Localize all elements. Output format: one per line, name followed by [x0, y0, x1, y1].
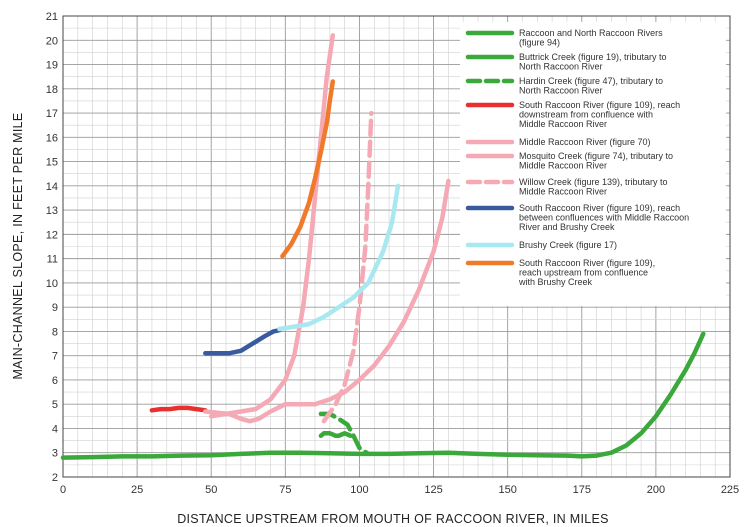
series-line-1 — [60, 331, 706, 460]
x-tick-label: 50 — [205, 484, 217, 496]
y-tick-label: 3 — [52, 448, 58, 460]
series-line-7 — [321, 110, 374, 424]
series-line-8 — [203, 327, 282, 356]
series-lines — [60, 33, 706, 460]
legend-item-3: Hardin Creek (figure 47), tributary to No… — [465, 76, 663, 96]
y-tick-label: 20 — [46, 35, 58, 47]
series-line-6 — [208, 33, 336, 419]
legend-box — [460, 22, 726, 306]
x-tick-label: 150 — [498, 484, 516, 496]
y-tick-label: 15 — [46, 157, 58, 169]
legend-item-10: South Raccoon River (figure 109), reach u… — [465, 258, 655, 287]
legend-item-2: Buttrick Creek (figure 19), tributary to… — [465, 52, 667, 72]
x-tick-label: 100 — [350, 484, 368, 496]
y-tick-label: 9 — [52, 302, 58, 314]
y-tick-label: 4 — [52, 423, 58, 435]
legend-label: Middle Raccoon River (figure 70) — [519, 137, 651, 147]
x-tick-label: 225 — [721, 484, 739, 496]
series-line-5 — [203, 178, 451, 424]
y-tick-label: 12 — [46, 229, 58, 241]
x-axis-title: DISTANCE UPSTREAM FROM MOUTH OF RACCOON … — [177, 512, 609, 526]
legend-label: Brushy Creek (figure 17) — [519, 240, 617, 250]
grid-lines — [62, 15, 731, 478]
y-axis-ticks: 2 3 4 5 6 7 8 9 10 11 12 13 14 15 16 17 18 19 20 21 — [46, 11, 58, 484]
y-tick-label: 2 — [52, 472, 58, 484]
y-tick-label: 11 — [47, 254, 58, 266]
legend-item-6: Mosquito Creek (figure 74), tributary to… — [465, 151, 673, 171]
legend-label: Mosquito Creek (figure 74), tributary to… — [519, 151, 673, 171]
legend-item-9: Brushy Creek (figure 17) — [465, 240, 617, 250]
y-axis-title: MAIN-CHANNEL SLOPE, IN FEET PER MILE — [11, 112, 25, 379]
y-tick-label: 19 — [46, 60, 58, 72]
x-tick-label: 125 — [424, 484, 442, 496]
y-tick-label: 10 — [46, 278, 58, 290]
y-tick-label: 8 — [52, 326, 58, 338]
y-tick-label: 16 — [46, 132, 58, 144]
series-line-9 — [277, 183, 401, 332]
legend-label: South Raccoon River (figure 109), reach u… — [518, 258, 655, 287]
y-tick-label: 21 — [46, 11, 58, 23]
y-tick-label: 13 — [46, 205, 58, 217]
legend-label: Raccoon and North Raccoon Rivers (figure … — [519, 28, 663, 48]
x-tick-label: 0 — [60, 484, 66, 496]
x-axis-ticks: 0 25 50 75 100 125 150 175 200 225 — [60, 484, 739, 496]
x-tick-label: 200 — [647, 484, 665, 496]
plot-frame — [62, 15, 731, 478]
legend: Raccoon and North Raccoon Rivers (figure … — [465, 28, 689, 287]
y-tick-label: 5 — [52, 399, 58, 411]
legend-item-1: Raccoon and North Raccoon Rivers (figure … — [465, 28, 663, 48]
x-tick-label: 25 — [131, 484, 143, 496]
x-tick-label: 175 — [573, 484, 591, 496]
x-tick-label: 75 — [279, 484, 291, 496]
series-line-10 — [280, 79, 336, 259]
y-tick-label: 14 — [46, 181, 58, 193]
legend-label: Hardin Creek (figure 47), tributary to No… — [519, 76, 663, 96]
legend-label: South Raccoon River (figure 109), reach d… — [519, 100, 680, 129]
series-line-2 — [318, 431, 353, 439]
legend-label: South Raccoon River (figure 109), reach b… — [519, 203, 689, 232]
y-tick-label: 6 — [52, 375, 58, 387]
legend-label: Buttrick Creek (figure 19), tributary to… — [519, 52, 667, 72]
y-tick-label: 7 — [52, 351, 58, 363]
legend-item-7: Willow Creek (figure 139), tributary to M… — [465, 177, 668, 197]
legend-background — [460, 22, 726, 306]
series-line-4 — [149, 405, 208, 413]
legend-item-5: Middle Raccoon River (figure 70) — [465, 137, 651, 147]
legend-item-8: South Raccoon River (figure 109), reach b… — [465, 203, 689, 232]
legend-item-4: South Raccoon River (figure 109), reach d… — [465, 100, 680, 129]
y-tick-label: 18 — [46, 84, 58, 96]
y-tick-label: 17 — [46, 108, 58, 120]
legend-label: Willow Creek (figure 139), tributary to M… — [519, 177, 668, 197]
